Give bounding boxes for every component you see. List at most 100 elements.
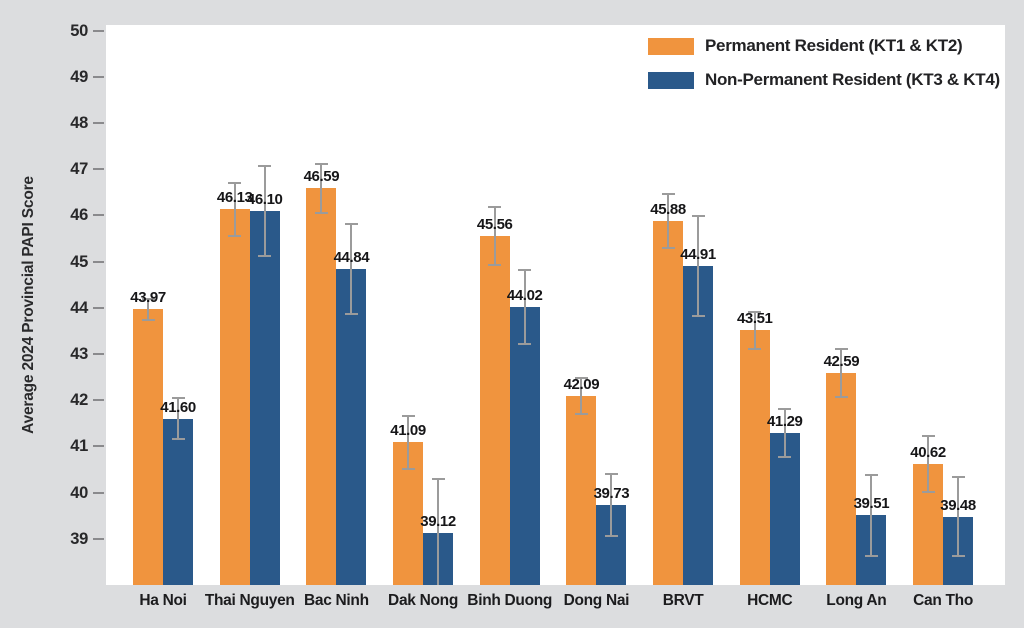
error-bar-cap-top	[258, 164, 272, 167]
value-label-non-permanent-dak-nong: 39.12	[420, 513, 456, 531]
value-label-permanent-brvt: 45.88	[650, 200, 686, 218]
y-tick-label-49: 49	[70, 67, 88, 86]
value-label-non-permanent-dong-nai: 39.73	[593, 485, 630, 503]
legend-item-permanent: Permanent Resident (KT1 & KT2)	[648, 36, 1000, 56]
error-bar-cap-bottom	[141, 318, 155, 321]
bar-permanent-ha-noi	[133, 309, 164, 585]
error-bar-line	[177, 396, 180, 441]
bar-non-permanent-brvt	[683, 265, 714, 585]
value-label-permanent-bac-ninh: 46.59	[303, 168, 340, 186]
value-label-permanent-thai-nguyen: 46.13	[216, 189, 253, 207]
error-bar-line	[523, 268, 526, 345]
x-tick-label-bac-ninh: Bac Ninh	[303, 592, 369, 609]
error-bar-cap-bottom	[344, 313, 358, 316]
value-label-permanent-binh-duong: 45.56	[476, 215, 513, 233]
error-bar-non-permanent-thai-nguyen	[258, 164, 272, 257]
y-tick-label-44: 44	[70, 298, 88, 317]
y-tick-label-47: 47	[70, 160, 88, 179]
error-bar-non-permanent-dong-nai	[604, 472, 618, 538]
error-bar-cap-bottom	[258, 254, 272, 257]
x-tick-label-dong-nai: Dong Nai	[563, 592, 630, 609]
error-bar-cap-bottom	[951, 555, 965, 558]
error-bar-cap-bottom	[488, 263, 502, 266]
error-bar-cap-bottom	[691, 314, 705, 317]
error-bar-cap-top	[344, 222, 358, 225]
y-tick-mark-48	[93, 121, 104, 124]
error-bar-line	[840, 347, 843, 399]
error-bar-non-permanent-dak-nong	[431, 477, 445, 585]
error-bar-line	[263, 164, 266, 257]
error-bar-cap-bottom	[834, 396, 848, 399]
error-bar-permanent-ha-noi	[141, 297, 155, 321]
error-bar-line	[147, 297, 150, 321]
error-bar-line	[407, 414, 410, 470]
x-tick-label-long-an: Long An	[826, 592, 887, 609]
y-tick-mark-41	[93, 445, 104, 448]
bar-permanent-brvt	[653, 220, 684, 585]
bar-non-permanent-thai-nguyen	[249, 210, 280, 585]
x-tick-label-ha-noi: Ha Noi	[139, 592, 187, 609]
error-bar-line	[580, 376, 583, 416]
error-bar-line	[783, 407, 786, 459]
y-tick-label-48: 48	[70, 113, 88, 132]
y-tick-mark-49	[93, 75, 104, 78]
error-bar-cap-top	[431, 477, 445, 480]
error-bar-non-permanent-long-an	[864, 473, 878, 557]
legend: Permanent Resident (KT1 & KT2) Non-Perma…	[648, 36, 1000, 90]
error-bar-cap-top	[228, 181, 242, 184]
error-bar-non-permanent-brvt	[691, 214, 705, 317]
error-bar-cap-bottom	[228, 235, 242, 238]
error-bar-cap-top	[691, 214, 705, 217]
y-tick-label-40: 40	[70, 483, 88, 502]
bar-permanent-binh-duong	[479, 235, 510, 585]
error-bar-permanent-thai-nguyen	[228, 181, 242, 238]
y-tick-mark-39	[93, 537, 104, 540]
value-label-non-permanent-binh-duong: 44.02	[506, 286, 543, 304]
error-bar-cap-top	[314, 162, 328, 165]
value-label-permanent-can-tho: 40.62	[910, 443, 946, 461]
x-tick-label-hcmc: HCMC	[747, 592, 793, 609]
error-bar-cap-top	[834, 347, 848, 350]
error-bar-permanent-dak-nong	[401, 414, 415, 470]
error-bar-line	[610, 472, 613, 538]
y-tick-label-41: 41	[70, 437, 88, 456]
error-bar-cap-bottom	[778, 456, 792, 459]
y-tick-label-50: 50	[70, 21, 88, 40]
y-tick-mark-45	[93, 260, 104, 263]
error-bar-cap-bottom	[401, 467, 415, 470]
error-bar-cap-top	[864, 473, 878, 476]
error-bar-cap-top	[951, 475, 965, 478]
value-label-non-permanent-ha-noi: 41.60	[160, 398, 196, 416]
error-bar-cap-bottom	[604, 535, 618, 538]
value-label-non-permanent-hcmc: 41.29	[766, 412, 803, 430]
error-bar-non-permanent-hcmc	[778, 407, 792, 459]
value-label-non-permanent-can-tho: 39.48	[940, 496, 976, 514]
x-tick-label-thai-nguyen: Thai Nguyen	[204, 592, 295, 609]
error-bar-cap-bottom	[661, 246, 675, 249]
legend-item-non-permanent: Non-Permanent Resident (KT3 & KT4)	[648, 70, 1000, 90]
value-label-non-permanent-bac-ninh: 44.84	[333, 248, 370, 266]
error-bar-non-permanent-binh-duong	[518, 268, 532, 345]
bar-permanent-long-an	[826, 372, 857, 585]
error-bar-cap-top	[778, 407, 792, 410]
bar-non-permanent-bac-ninh	[336, 268, 367, 585]
x-tick-label-can-tho: Can Tho	[913, 592, 974, 609]
error-bar-cap-top	[921, 435, 935, 438]
error-bar-cap-top	[141, 297, 155, 300]
error-bar-cap-top	[574, 376, 588, 379]
y-tick-mark-47	[93, 168, 104, 171]
error-bar-line	[350, 222, 353, 316]
error-bar-non-permanent-ha-noi	[171, 396, 185, 441]
y-tick-mark-43	[93, 352, 104, 355]
y-tick-label-42: 42	[70, 391, 88, 410]
error-bar-cap-top	[748, 311, 762, 313]
error-bar-line	[753, 311, 756, 350]
error-bar-permanent-binh-duong	[488, 205, 502, 266]
error-bar-line	[320, 162, 323, 214]
y-tick-label-43: 43	[70, 344, 88, 363]
error-bar-cap-top	[488, 205, 502, 208]
y-tick-mark-50	[93, 29, 104, 32]
error-bar-cap-bottom	[171, 438, 185, 441]
error-bar-cap-top	[604, 472, 618, 475]
